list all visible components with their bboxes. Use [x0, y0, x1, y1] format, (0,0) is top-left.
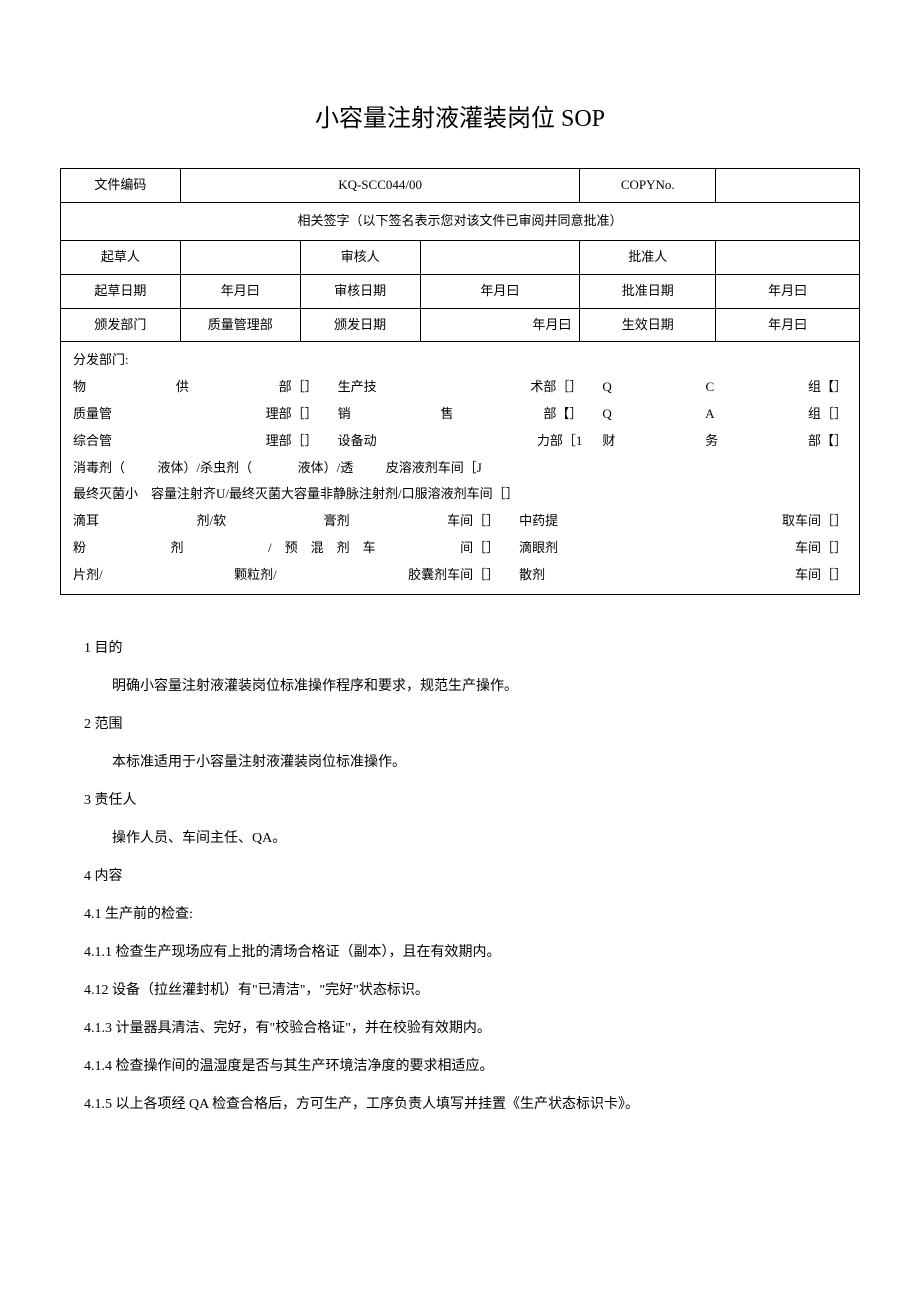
signature-note: 相关签字（以下签名表示您对该文件已审阅并同意批准） — [61, 203, 860, 241]
issue-row: 颁发部门 质量管理部 颁发日期 年月曰 生效日期 年月曰 — [61, 308, 860, 342]
dist-text: 质量管 — [73, 404, 112, 425]
approver-label: 批准人 — [580, 240, 716, 274]
dist-text: 务 — [705, 431, 718, 452]
reviewer-label: 审核人 — [300, 240, 420, 274]
drafter-label: 起草人 — [61, 240, 181, 274]
dist-text: 剂 — [171, 538, 184, 559]
dist-text: 设备动 — [338, 431, 377, 452]
distribution-line-5: 最终灭菌小 容量注射齐U/最终灭菌大容量非静脉注射剂/口服溶液剂车间［］ — [61, 481, 860, 508]
issue-dept-value: 质量管理部 — [180, 308, 300, 342]
draft-date-value: 年月曰 — [180, 274, 300, 308]
distribution-line-1: 物 供 部［］ 生产技 术部［］ Q C 组【］ — [61, 374, 860, 401]
section-3-text: 操作人员、车间主任、QA。 — [84, 825, 836, 853]
metadata-table: 文件编码 KQ-SCC044/00 COPYNo. 相关签字（以下签名表示您对该… — [60, 168, 860, 594]
effective-date-value: 年月曰 — [716, 308, 860, 342]
distribution-line-3: 综合管 理部［］ 设备动 力部［1 财 务 部【］ — [61, 428, 860, 455]
dist-text: 车间［］ — [447, 511, 499, 532]
dist-text: Q — [602, 377, 611, 398]
dist-text: 胶囊剂车间［］ — [408, 565, 499, 586]
drafter-value — [180, 240, 300, 274]
approve-date-value: 年月曰 — [716, 274, 860, 308]
draft-date-label: 起草日期 — [61, 274, 181, 308]
section-2-head: 2 范围 — [84, 711, 836, 739]
dist-text: 销 — [338, 404, 351, 425]
section-4-1-4: 4.1.4 检查操作间的温湿度是否与其生产环境洁净度的要求相适应。 — [84, 1053, 836, 1081]
dist-text: 部［］ — [279, 377, 318, 398]
section-4-1-2: 4.12 设备（拉丝灌封机）有"已清洁"，"完好"状态标识。 — [84, 977, 836, 1005]
document-body: 1 目的 明确小容量注射液灌装岗位标准操作程序和要求，规范生产操作。 2 范围 … — [60, 635, 860, 1119]
page-title: 小容量注射液灌装岗位 SOP — [60, 100, 860, 138]
dist-text: 理部［］ — [266, 404, 318, 425]
approver-value — [716, 240, 860, 274]
doc-code-label: 文件编码 — [61, 169, 181, 203]
signature-note-row: 相关签字（以下签名表示您对该文件已审阅并同意批准） — [61, 203, 860, 241]
dist-text: Q — [602, 404, 611, 425]
distribution-line-2: 质量管 理部［］ 销 售 部【］ Q A 组［］ — [61, 401, 860, 428]
section-4-1-5: 4.1.5 以上各项经 QA 检查合格后，方可生产，工序负责人填写并挂置《生产状… — [84, 1091, 836, 1119]
dist-text: 颗粒剂/ — [234, 565, 277, 586]
section-4-head: 4 内容 — [84, 863, 836, 891]
dist-text: 部【］ — [808, 431, 847, 452]
dist-text: 售 — [441, 404, 454, 425]
effective-date-label: 生效日期 — [580, 308, 716, 342]
review-date-label: 审核日期 — [300, 274, 420, 308]
dist-text: / 预 混 剂 车 — [268, 538, 376, 559]
section-4-1: 4.1 生产前的检查: — [84, 901, 836, 929]
dist-text: 财 — [602, 431, 615, 452]
dist-text: 取车间［］ — [782, 511, 847, 532]
copy-no-label: COPYNo. — [580, 169, 716, 203]
dist-text: A — [705, 404, 714, 425]
dist-text: 膏剂 — [324, 511, 350, 532]
section-1-head: 1 目的 — [84, 635, 836, 663]
dist-text: 滴眼剂 — [519, 538, 558, 559]
dist-text: 部【］ — [543, 404, 582, 425]
dist-text: 最终灭菌小 容量注射齐U/最终灭菌大容量非静脉注射剂/口服溶液剂车间［］ — [61, 481, 860, 508]
issue-dept-label: 颁发部门 — [61, 308, 181, 342]
section-1-text: 明确小容量注射液灌装岗位标准操作程序和要求，规范生产操作。 — [84, 673, 836, 701]
dist-text: 中药提 — [519, 511, 558, 532]
dist-text: 力部［1 — [537, 431, 583, 452]
dates-row: 起草日期 年月曰 审核日期 年月曰 批准日期 年月曰 — [61, 274, 860, 308]
distribution-line-6: 滴耳 剂/软 膏剂 车间［］ 中药提 取车间［］ — [61, 508, 860, 535]
issue-date-value: 年月曰 — [420, 308, 580, 342]
section-3-head: 3 责任人 — [84, 787, 836, 815]
dist-text: C — [706, 377, 715, 398]
section-4-1-1: 4.1.1 检查生产现场应有上批的清场合格证（副本），且在有效期内。 — [84, 939, 836, 967]
dist-text: 供 — [176, 377, 189, 398]
dist-text: 粉 — [73, 538, 86, 559]
distribution-line-7: 粉 剂 / 预 混 剂 车 间［］ 滴眼剂 车间［］ — [61, 535, 860, 562]
dist-text: 物 — [73, 377, 86, 398]
dist-text: 车间［］ — [795, 538, 847, 559]
dist-text: 散剂 — [519, 565, 545, 586]
signers-row: 起草人 审核人 批准人 — [61, 240, 860, 274]
dist-text: 综合管 — [73, 431, 112, 452]
distribution-line-8: 片剂/颗粒剂/胶囊剂车间［］ 散剂 车间［］ — [61, 562, 860, 594]
distribution-line-4: 消毒剂（ 液体）/杀虫剂（ 液体）/透 皮溶液剂车间［J — [61, 455, 860, 482]
approve-date-label: 批准日期 — [580, 274, 716, 308]
dist-text: 滴耳 — [73, 511, 99, 532]
section-4-1-3: 4.1.3 计量器具清洁、完好，有"校验合格证"，并在校验有效期内。 — [84, 1015, 836, 1043]
copy-no-value — [716, 169, 860, 203]
dist-text: 车间［］ — [795, 565, 847, 586]
section-2-text: 本标准适用于小容量注射液灌装岗位标准操作。 — [84, 749, 836, 777]
distribution-header-row: 分发部门: — [61, 342, 860, 374]
dist-text: 生产技 — [338, 377, 377, 398]
distribution-header: 分发部门: — [61, 342, 860, 374]
reviewer-value — [420, 240, 580, 274]
issue-date-label: 颁发日期 — [300, 308, 420, 342]
dist-text: 剂/软 — [197, 511, 227, 532]
dist-text: 组［］ — [808, 404, 847, 425]
dist-text: 片剂/ — [73, 565, 103, 586]
dist-text: 术部［］ — [530, 377, 582, 398]
dist-text: 理部［］ — [266, 431, 318, 452]
doc-code-value: KQ-SCC044/00 — [180, 169, 579, 203]
review-date-value: 年月曰 — [420, 274, 580, 308]
doc-code-row: 文件编码 KQ-SCC044/00 COPYNo. — [61, 169, 860, 203]
dist-text: 间［］ — [460, 538, 499, 559]
dist-text: 组【］ — [808, 377, 847, 398]
dist-text: 消毒剂（ 液体）/杀虫剂（ 液体）/透 皮溶液剂车间［J — [61, 455, 860, 482]
